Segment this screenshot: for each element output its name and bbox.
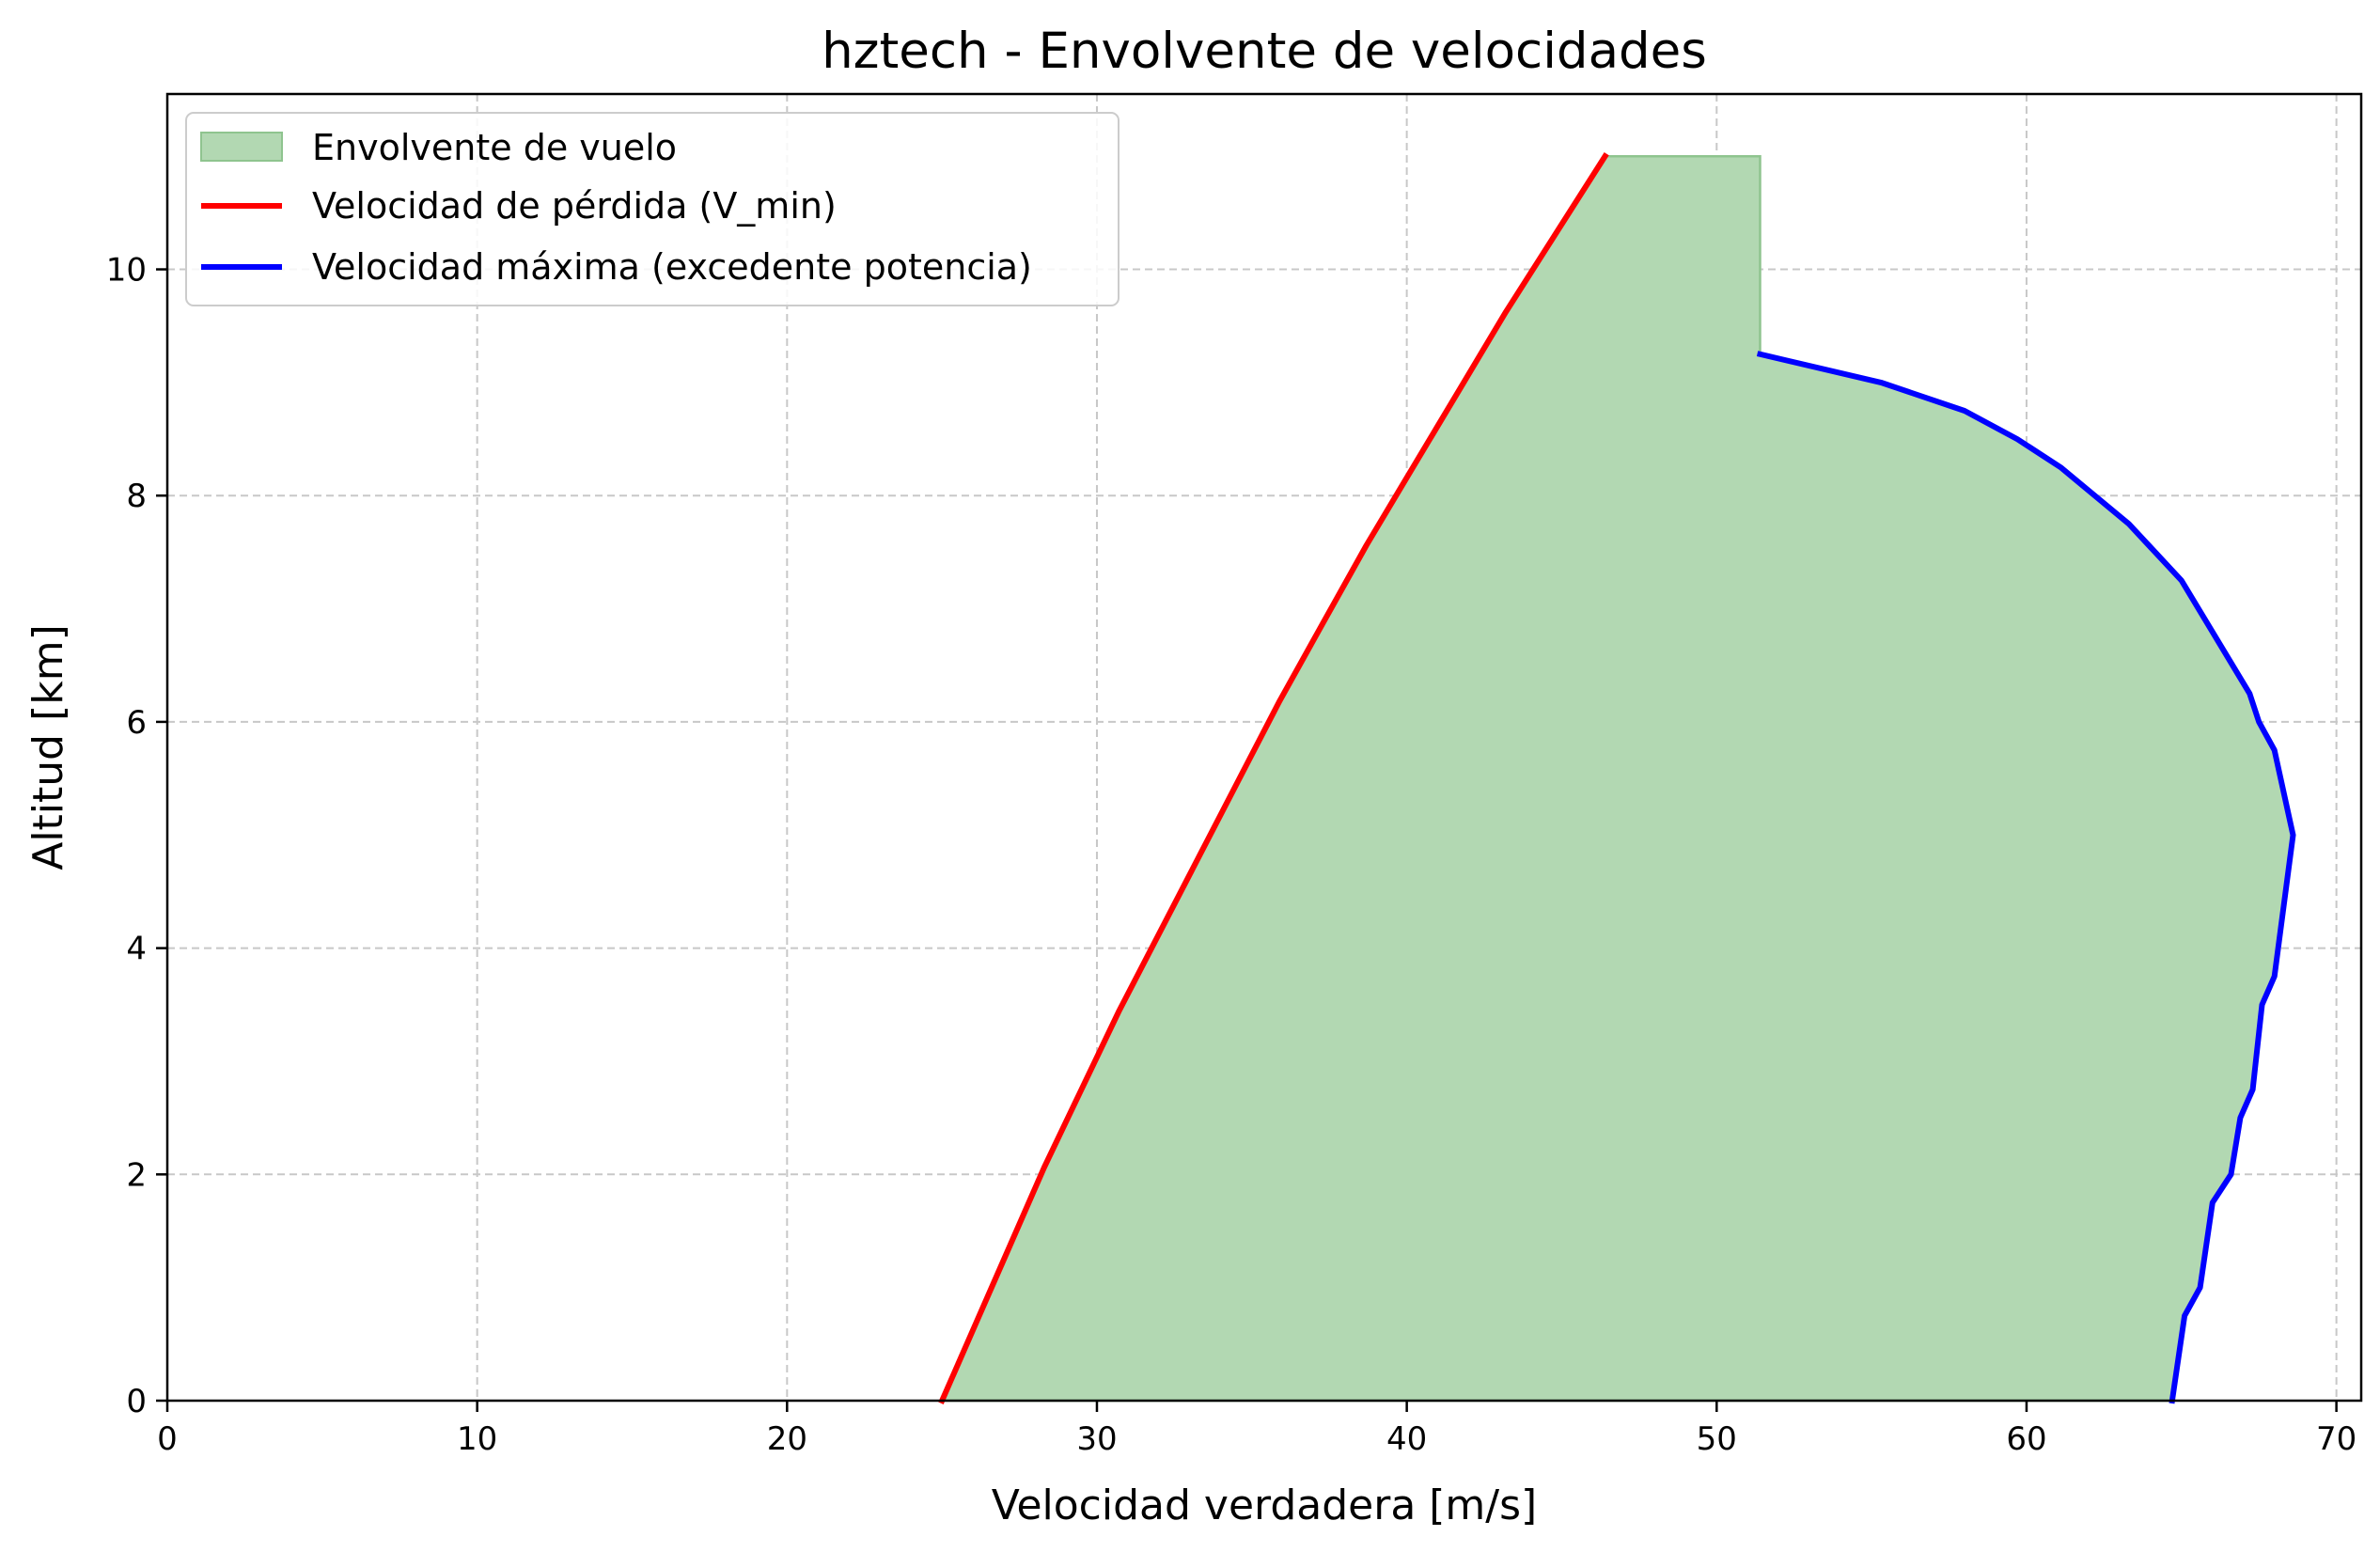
x-tick-label: 40 <box>1386 1420 1427 1458</box>
max-speed-line <box>1756 351 2296 1404</box>
plot-area <box>938 152 2296 1404</box>
y-axis-label: Altitud [km] <box>24 624 72 870</box>
x-tick-label: 20 <box>767 1420 807 1458</box>
stall-speed-line <box>938 152 1609 1404</box>
plot-frame <box>165 92 2363 1403</box>
legend-box <box>185 112 1120 306</box>
legend-swatch-envelope <box>200 132 283 162</box>
legend-label-stall: Velocidad de pérdida (V_min) <box>312 185 837 227</box>
chart-title: hztech - Envolvente de velocidades <box>822 23 1707 80</box>
x-tick-label: 10 <box>457 1420 497 1458</box>
y-tick-label: 4 <box>126 931 147 968</box>
y-tick-label: 2 <box>126 1156 147 1194</box>
y-tick-label: 0 <box>126 1383 147 1420</box>
x-axis-ticks: 0 10 20 30 40 50 60 70 <box>157 1401 2357 1458</box>
x-tick-label: 0 <box>157 1420 178 1458</box>
x-tick-label: 70 <box>2316 1420 2357 1458</box>
legend-label-vmax: Velocidad máxima (excedente potencia) <box>312 246 1032 288</box>
y-axis-ticks: 0 2 4 6 8 10 <box>106 252 167 1420</box>
y-tick-label: 10 <box>106 252 147 290</box>
y-tick-label: 8 <box>126 478 147 515</box>
x-tick-label: 30 <box>1076 1420 1117 1458</box>
x-tick-label: 60 <box>2006 1420 2046 1458</box>
legend-label-envelope: Envolvente de vuelo <box>312 127 677 168</box>
legend: Envolvente de vuelo Velocidad de pérdida… <box>185 112 1120 306</box>
x-axis-label: Velocidad verdadera [m/s] <box>992 1481 1537 1529</box>
y-tick-label: 6 <box>126 704 147 742</box>
x-tick-label: 50 <box>1697 1420 1737 1458</box>
